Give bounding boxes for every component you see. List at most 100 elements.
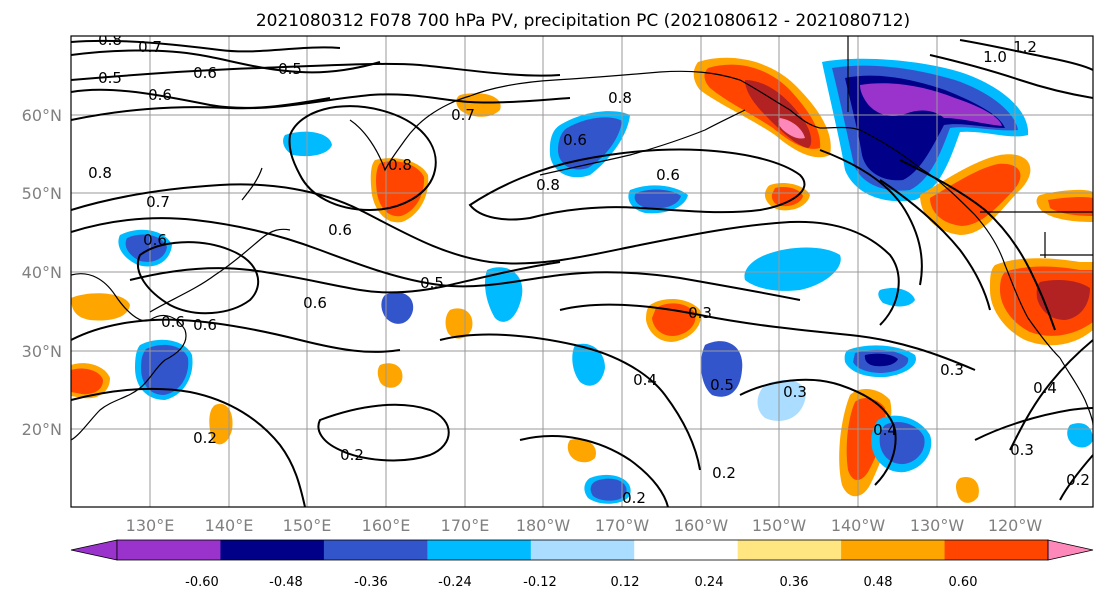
latitude-labels: 60°N 50°N 40°N 30°N 20°N: [22, 106, 62, 439]
longitude-labels: 130°E 140°E 150°E 160°E 170°E 180°W 170°…: [126, 516, 1043, 535]
colorbar-tick-label: 0.48: [864, 575, 893, 590]
coastline-alaska: [469, 70, 1061, 359]
precip-negative-central-pacific: [744, 247, 841, 291]
lon-label: 130°W: [910, 516, 965, 535]
contour-label: 0.8: [388, 156, 412, 174]
map-title: 2021080312 F078 700 hPa PV, precipitatio…: [256, 11, 910, 31]
contour-label: 0.2: [1066, 471, 1090, 489]
contour-0.6-mid: [71, 183, 900, 326]
contour-label: 0.8: [536, 176, 560, 194]
contour-0.5-south: [71, 318, 401, 353]
colorbar-outline: [116, 539, 1049, 561]
contour-label: 0.4: [873, 421, 897, 439]
lat-label: 20°N: [22, 420, 62, 439]
contour-label: 0.6: [143, 231, 167, 249]
contour-label: 0.6: [656, 166, 680, 184]
contour-label: 0.8: [98, 31, 122, 49]
contour-label: 0.3: [688, 304, 712, 322]
contour-label: 0.3: [783, 383, 807, 401]
colorbar: [70, 539, 1094, 561]
colorbar-segment: [530, 540, 635, 560]
contour-label: 0.3: [1010, 441, 1034, 459]
contour-label: 0.3: [940, 361, 964, 379]
precip-shading: [71, 57, 1093, 504]
lon-label: 180°W: [516, 516, 571, 535]
colorbar-tick-label: -0.24: [438, 575, 472, 590]
contour-label: 0.7: [146, 193, 170, 211]
colorbar-tick-label: 0.24: [695, 575, 724, 590]
contour-east-0.4: [1009, 339, 1093, 451]
lat-label: 50°N: [22, 184, 62, 203]
contour-east-0.3: [974, 407, 1093, 441]
lon-label: 150°E: [283, 516, 332, 535]
precip-positive-west: [71, 293, 130, 321]
colorbar-segment: [323, 540, 428, 560]
lat-label: 30°N: [22, 342, 62, 361]
lon-label: 160°E: [362, 516, 411, 535]
colorbar-tick-label: 0.12: [611, 575, 640, 590]
contour-label: 0.5: [278, 60, 302, 78]
contour-0.5-north: [71, 62, 561, 81]
colorbar-min-extend: [70, 539, 118, 561]
contour-label: 1.2: [1013, 38, 1037, 56]
contour-0.4: [439, 333, 701, 471]
colorbar-segment: [427, 540, 532, 560]
contour-label: 0.4: [633, 371, 657, 389]
contour-label: 0.8: [88, 164, 112, 182]
contour-label: 0.6: [303, 294, 327, 312]
contour-0.5-mid: [129, 261, 561, 294]
contour-label: 0.6: [328, 221, 352, 239]
contour-label: 0.4: [1033, 379, 1057, 397]
colorbar-segment: [841, 540, 946, 560]
contour-label: 0.5: [420, 274, 444, 292]
contour-0.7-low: [71, 93, 571, 121]
colorbar-tick-labels: -0.60 -0.48 -0.36 -0.24 -0.12 0.12 0.24 …: [185, 575, 977, 590]
lon-label: 130°E: [126, 516, 175, 535]
colorbar-segment: [737, 540, 842, 560]
coastline-asia: [71, 273, 187, 441]
colorbar-segment: [220, 540, 325, 560]
colorbar-segment: [944, 540, 1049, 560]
lat-label: 60°N: [22, 106, 62, 125]
lon-label: 170°W: [595, 516, 650, 535]
colorbar-tick-label: -0.60: [185, 575, 219, 590]
pv-contours: [71, 39, 1093, 507]
contour-0.2-south: [519, 435, 669, 507]
coastline-north-america: [1059, 357, 1093, 426]
colorbar-segment: [117, 540, 221, 560]
colorbar-tick-label: 0.36: [780, 575, 809, 590]
contour-ring-north: [288, 105, 437, 212]
colorbar-tick-label: 0.60: [949, 575, 978, 590]
contour-label: 0.5: [710, 376, 734, 394]
contour-0.6-lower: [71, 217, 801, 301]
coastlines: [71, 36, 1093, 441]
contour-label: 0.6: [563, 131, 587, 149]
lon-label: 150°W: [752, 516, 807, 535]
colorbar-max-extend: [1047, 539, 1094, 561]
contour-labels: 0.8 0.7 0.6 0.5 0.6 0.5 0.6 0.7 0.8 0.6 …: [88, 31, 1090, 507]
contour-0.3: [559, 303, 976, 371]
contour-0.8-central: [468, 148, 806, 221]
contour-label: 0.7: [451, 106, 475, 124]
contour-0.7-east: [819, 149, 923, 286]
lat-label: 40°N: [22, 263, 62, 282]
contour-label: 0.6: [148, 86, 172, 104]
map-border: [70, 35, 1094, 508]
contour-0.7: [71, 49, 381, 74]
contour-label: 0.6: [161, 313, 185, 331]
lon-label: 160°W: [674, 516, 729, 535]
contour-ring-west: [137, 241, 260, 315]
coastline-japan: [149, 228, 291, 313]
contour-label: 1.0: [983, 48, 1007, 66]
lon-label: 120°W: [988, 516, 1043, 535]
coastline-aleutians: [539, 109, 746, 176]
contour-coast: [899, 159, 1056, 331]
contour-alaska-1.0: [959, 39, 1093, 71]
contour-label: 0.2: [340, 446, 364, 464]
contour-0.3-south: [739, 378, 897, 486]
contour-label: 0.5: [98, 69, 122, 87]
map-panel: 0.8 0.7 0.6 0.5 0.6 0.5 0.6 0.7 0.8 0.6 …: [70, 31, 1094, 508]
contour-label: 0.6: [193, 64, 217, 82]
lon-label: 140°E: [205, 516, 254, 535]
contour-label: 0.7: [138, 38, 162, 56]
